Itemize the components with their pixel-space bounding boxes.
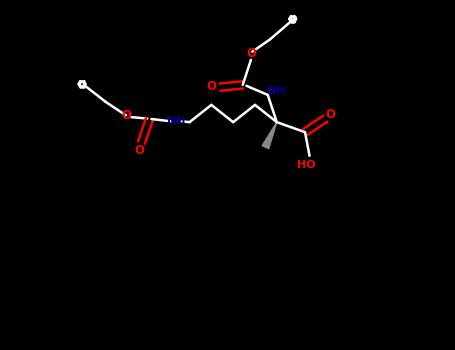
Text: O: O [247, 47, 257, 60]
Text: O: O [135, 144, 145, 157]
Text: NH: NH [267, 86, 285, 96]
Text: O: O [325, 108, 335, 121]
Polygon shape [262, 122, 277, 149]
Text: NH: NH [167, 116, 185, 126]
Text: O: O [207, 80, 217, 93]
Text: O: O [121, 109, 131, 122]
Text: HO: HO [297, 160, 315, 170]
